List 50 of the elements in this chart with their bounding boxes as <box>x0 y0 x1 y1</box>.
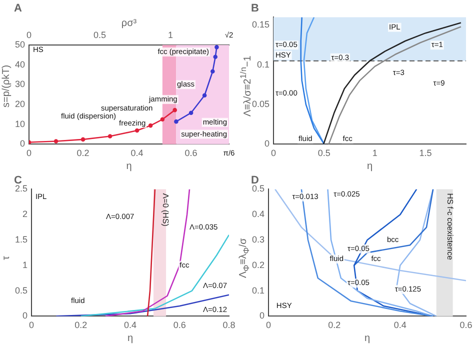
x-tick-label: 0.2 <box>76 148 90 158</box>
x-axis-title: η <box>126 160 132 172</box>
y-tick-label: 0.1 <box>252 285 265 296</box>
x2-tick-label: 1 <box>168 30 173 40</box>
x-tick-label: 1.5 <box>419 148 432 158</box>
y-tick-label: 0.15 <box>252 20 270 30</box>
x-tick-label: 0.6 <box>184 148 198 158</box>
x-tick-label: 0 <box>271 148 276 158</box>
y-tick-label: 40 <box>14 59 26 70</box>
x-tick-label: 0.5 <box>318 148 330 158</box>
x-axis-title: η <box>127 332 134 344</box>
y-tick-label: 0.2 <box>252 260 265 270</box>
x-tick-label: 0.4 <box>124 320 137 330</box>
y-axis-title: τ <box>1 256 12 260</box>
chart-title: A <box>14 2 22 15</box>
x-tick-label: 0.6 <box>460 320 472 330</box>
x-tick-label: 0.8 <box>222 320 236 330</box>
y-axis-title: s=p/(ρkT) <box>1 64 12 108</box>
y-tick-label: 0 <box>20 138 26 149</box>
x2-axis-title: ρσ³ <box>121 18 138 29</box>
y-tick-label: 0.4 <box>252 209 265 220</box>
y-tick-label: 0.1 <box>257 59 270 70</box>
chart-title: B <box>251 2 259 15</box>
x-tick-label: 1 <box>372 148 378 158</box>
y-tick-label: 30 <box>14 79 26 90</box>
y-tick-label: 0 <box>22 310 28 321</box>
y-tick-label: 2.5 <box>14 184 28 194</box>
x2-tick-label: 0.5 <box>93 30 106 40</box>
y-tick-label: 1 <box>22 260 28 270</box>
y-tick-label: 10 <box>14 118 26 129</box>
x-axis-title: η <box>364 332 370 344</box>
y-tick-label: 0.3 <box>252 234 265 244</box>
y-tick-label: 0.05 <box>252 98 270 109</box>
y-tick-label: 0 <box>264 138 270 149</box>
x-tick-label: 0.2 <box>74 320 88 330</box>
x-axis-title: η <box>366 160 373 172</box>
y-tick-label: 1.5 <box>14 234 28 244</box>
y-tick-label: 0.5 <box>14 285 28 296</box>
x-tick-label: 0.6 <box>173 320 186 330</box>
y-tick-label: 50 <box>14 39 26 50</box>
x-tick-label: 0.4 <box>130 148 144 158</box>
band-label: Λ=0 (HS) <box>160 193 170 227</box>
band-label: HS f-c coexistence <box>446 193 455 260</box>
y-tick-label: 0.5 <box>252 184 265 194</box>
y-tick-label: 0 <box>259 310 265 321</box>
x-tick-label: 0.2 <box>328 320 341 330</box>
y-tick-label: 20 <box>14 99 26 110</box>
x-tick-label: 0.4 <box>394 320 406 330</box>
x-tick-label: 0 <box>29 320 34 330</box>
y-tick-label: 2 <box>22 209 28 220</box>
